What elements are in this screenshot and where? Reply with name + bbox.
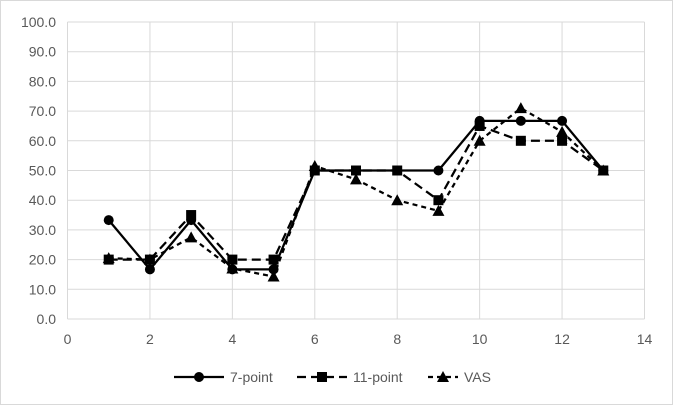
triangle-marker — [350, 173, 362, 185]
y-tick-label: 60.0 — [29, 133, 56, 149]
y-tick-label: 40.0 — [29, 192, 56, 208]
legend-label: VAS — [464, 369, 491, 385]
triangle-marker — [556, 125, 569, 137]
y-tick-label: 20.0 — [29, 252, 56, 268]
x-tick-label: 12 — [554, 331, 570, 347]
x-tick-label: 0 — [64, 331, 72, 347]
circle-marker — [186, 215, 197, 226]
x-tick-label: 8 — [393, 331, 401, 347]
circle-marker — [309, 165, 320, 176]
triangle-marker — [514, 102, 527, 114]
square-marker — [317, 372, 327, 382]
circle-marker — [194, 372, 204, 382]
x-axis-ticks: 0 2 4 6 8 10 12 14 — [64, 331, 653, 347]
legend-item-11-point[interactable]: 11-point — [297, 369, 403, 385]
circle-marker — [598, 165, 609, 176]
legend-label: 11-point — [353, 369, 403, 385]
square-marker — [144, 254, 155, 265]
square-marker — [474, 120, 485, 131]
legend-label: 7-point — [230, 369, 273, 385]
triangle-marker — [267, 270, 280, 282]
x-tick-label: 6 — [311, 331, 319, 347]
x-tick-label: 4 — [228, 331, 236, 347]
legend-item-vas[interactable]: VAS — [428, 369, 491, 385]
triangle-marker — [437, 371, 449, 382]
triangle-marker — [391, 194, 404, 206]
triangle-marker — [432, 204, 445, 216]
circle-marker — [557, 115, 568, 126]
x-tick-label: 2 — [146, 331, 154, 347]
y-tick-label: 30.0 — [29, 222, 56, 238]
circle-marker — [103, 215, 114, 226]
square-marker — [433, 195, 444, 206]
y-tick-label: 70.0 — [29, 103, 56, 119]
y-tick-label: 50.0 — [29, 163, 56, 179]
circle-marker — [227, 264, 238, 275]
square-marker — [268, 254, 279, 265]
data-series — [102, 102, 610, 282]
y-tick-label: 0.0 — [37, 311, 57, 327]
circle-marker — [392, 165, 403, 176]
series-vas — [102, 102, 610, 282]
y-tick-label: 80.0 — [29, 73, 56, 89]
triangle-marker — [473, 134, 486, 146]
legend: 7-point 11-point VAS — [174, 369, 491, 385]
legend-item-7-point[interactable]: 7-point — [174, 369, 273, 385]
square-marker — [227, 254, 238, 265]
circle-marker — [144, 264, 155, 275]
circle-marker — [268, 264, 279, 275]
triangle-marker — [185, 231, 198, 243]
square-marker — [103, 254, 114, 265]
circle-marker — [515, 115, 526, 126]
circle-marker — [474, 115, 485, 126]
y-tick-label: 10.0 — [29, 281, 56, 297]
series-7-point — [103, 115, 609, 275]
y-tick-label: 90.0 — [29, 44, 56, 60]
square-marker — [557, 135, 568, 146]
square-marker — [515, 135, 526, 146]
circle-marker — [433, 165, 444, 176]
x-tick-label: 14 — [637, 331, 653, 347]
circle-marker — [351, 165, 361, 176]
square-marker — [186, 210, 197, 221]
x-tick-label: 10 — [472, 331, 488, 347]
y-axis-ticks: 0.0 10.0 20.0 30.0 40.0 50.0 60.0 70.0 80.0 90.0 1… — [21, 14, 56, 327]
y-tick-label: 100.0 — [21, 14, 56, 30]
